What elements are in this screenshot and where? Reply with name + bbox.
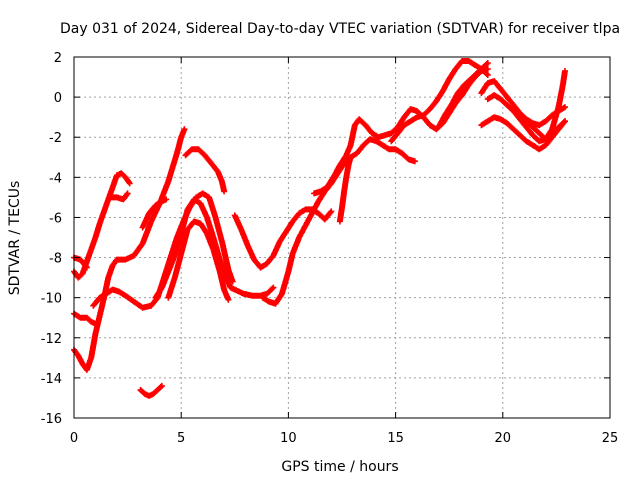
series-arc-9	[182, 146, 228, 195]
series-arc-10	[107, 190, 131, 203]
x-axis-title: GPS time / hours	[281, 459, 398, 475]
series-arc-16	[388, 58, 491, 145]
y-axis-title: SDTVAR / TECUs	[7, 181, 23, 296]
x-tick-label: 10	[280, 431, 297, 446]
x-tick-label: 0	[70, 431, 78, 446]
data-points	[388, 58, 491, 145]
y-tick-label: -8	[49, 252, 62, 267]
x-tick-label: 25	[602, 431, 619, 446]
y-tick-label: 0	[54, 91, 62, 106]
data-points	[139, 196, 170, 231]
data-points	[71, 170, 133, 281]
y-tick-label: 2	[54, 51, 62, 66]
tick-layer: 0 5 10 15 20 25 -16 -14 -12 -10 -8 -6 -4 -2 0 2	[41, 51, 619, 446]
data-points	[107, 190, 131, 203]
x-tick-label: 20	[495, 431, 512, 446]
series-arc-21	[517, 114, 568, 143]
data-points	[152, 196, 277, 301]
series-arc-3	[71, 310, 99, 327]
y-tick-label: -4	[49, 171, 62, 186]
series-arc-12	[231, 206, 335, 271]
chart-title: Day 031 of 2024, Sidereal Day-to-day VTE…	[60, 21, 620, 37]
series-arc-15	[336, 154, 354, 225]
series-arc-6	[152, 196, 277, 301]
y-tick-label: -14	[41, 372, 62, 387]
data-points	[336, 154, 354, 225]
data-points	[71, 310, 99, 327]
data-points	[517, 114, 568, 143]
y-tick-label: -16	[41, 412, 62, 427]
series-arc-17	[435, 60, 491, 131]
data-points	[435, 60, 491, 131]
grid-layer	[74, 57, 610, 418]
y-tick-label: -6	[49, 211, 62, 226]
data-layer	[71, 58, 568, 399]
x-tick-label: 15	[387, 431, 404, 446]
series-arc-11	[137, 382, 165, 399]
y-tick-label: -10	[41, 292, 62, 307]
y-tick-label: -12	[41, 332, 62, 347]
data-points	[182, 146, 228, 195]
data-points	[165, 218, 232, 303]
series-arc-2	[71, 170, 133, 281]
y-tick-label: -2	[49, 131, 62, 146]
data-points	[231, 206, 335, 271]
series-arc-8	[139, 196, 170, 231]
data-points	[137, 382, 165, 399]
series-arc-7	[165, 218, 232, 303]
plot-frame	[73, 56, 611, 419]
x-tick-label: 5	[177, 431, 185, 446]
